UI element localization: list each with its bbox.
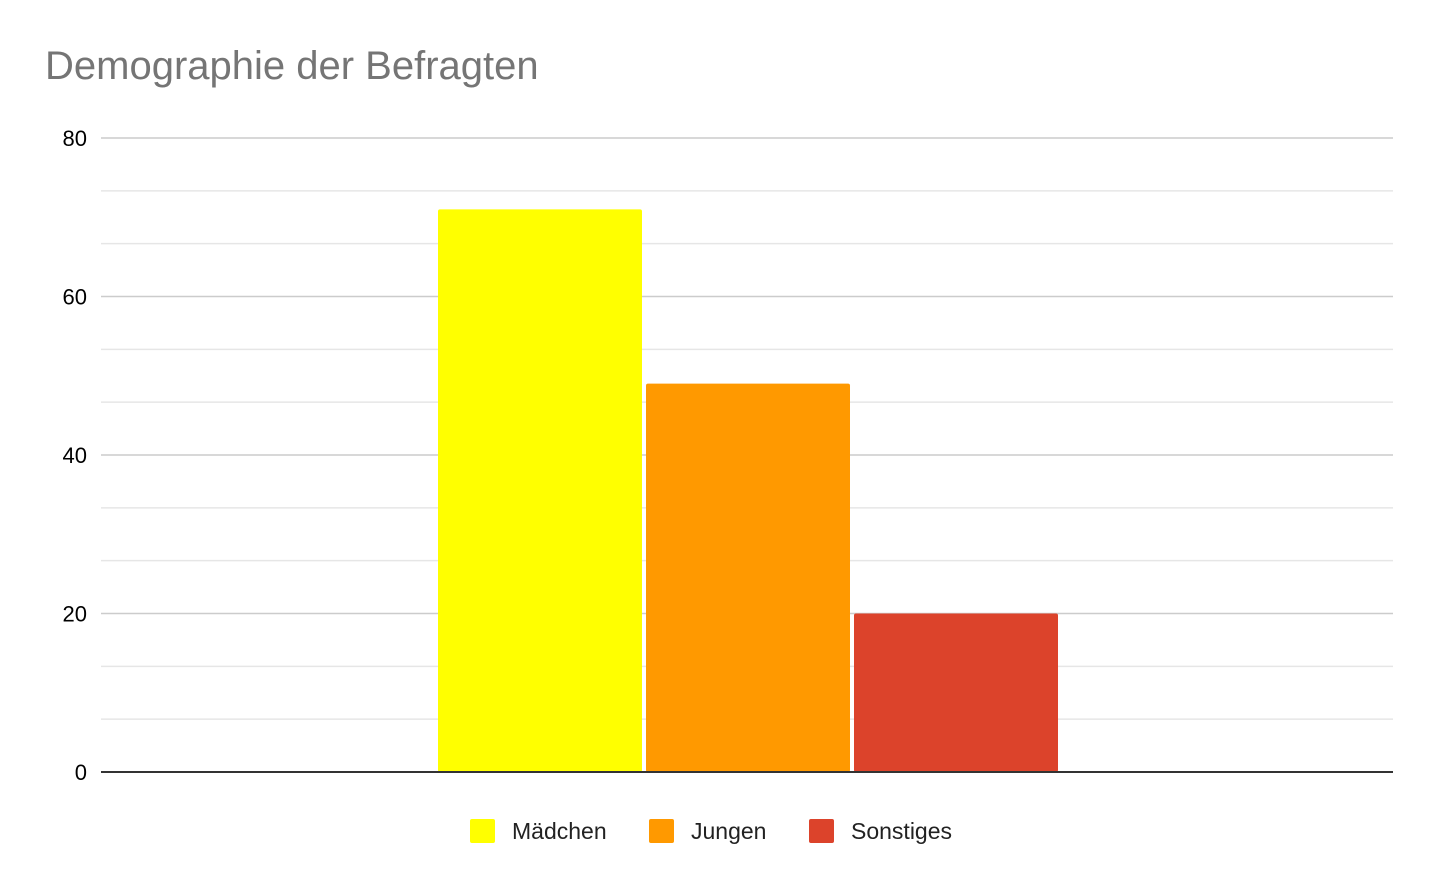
bar-0 [438, 209, 642, 772]
legend: Mädchen Jungen Sonstiges [470, 818, 952, 844]
y-tick-label: 20 [63, 602, 87, 627]
y-axis-tick-labels: 0 20 40 60 80 [63, 126, 87, 785]
y-tick-label: 80 [63, 126, 87, 151]
y-tick-label: 40 [63, 443, 87, 468]
chart-title: Demographie der Befragten [45, 44, 539, 88]
legend-swatch [649, 819, 674, 843]
legend-label: Sonstiges [851, 818, 952, 844]
y-tick-label: 0 [75, 760, 87, 785]
legend-label: Mädchen [512, 818, 607, 844]
y-tick-label: 60 [63, 285, 87, 310]
legend-swatch [809, 819, 834, 843]
legend-swatch [470, 819, 495, 843]
bar-2 [854, 613, 1058, 772]
bars [438, 209, 1058, 772]
bar-1 [646, 383, 850, 772]
legend-label: Jungen [691, 818, 766, 844]
